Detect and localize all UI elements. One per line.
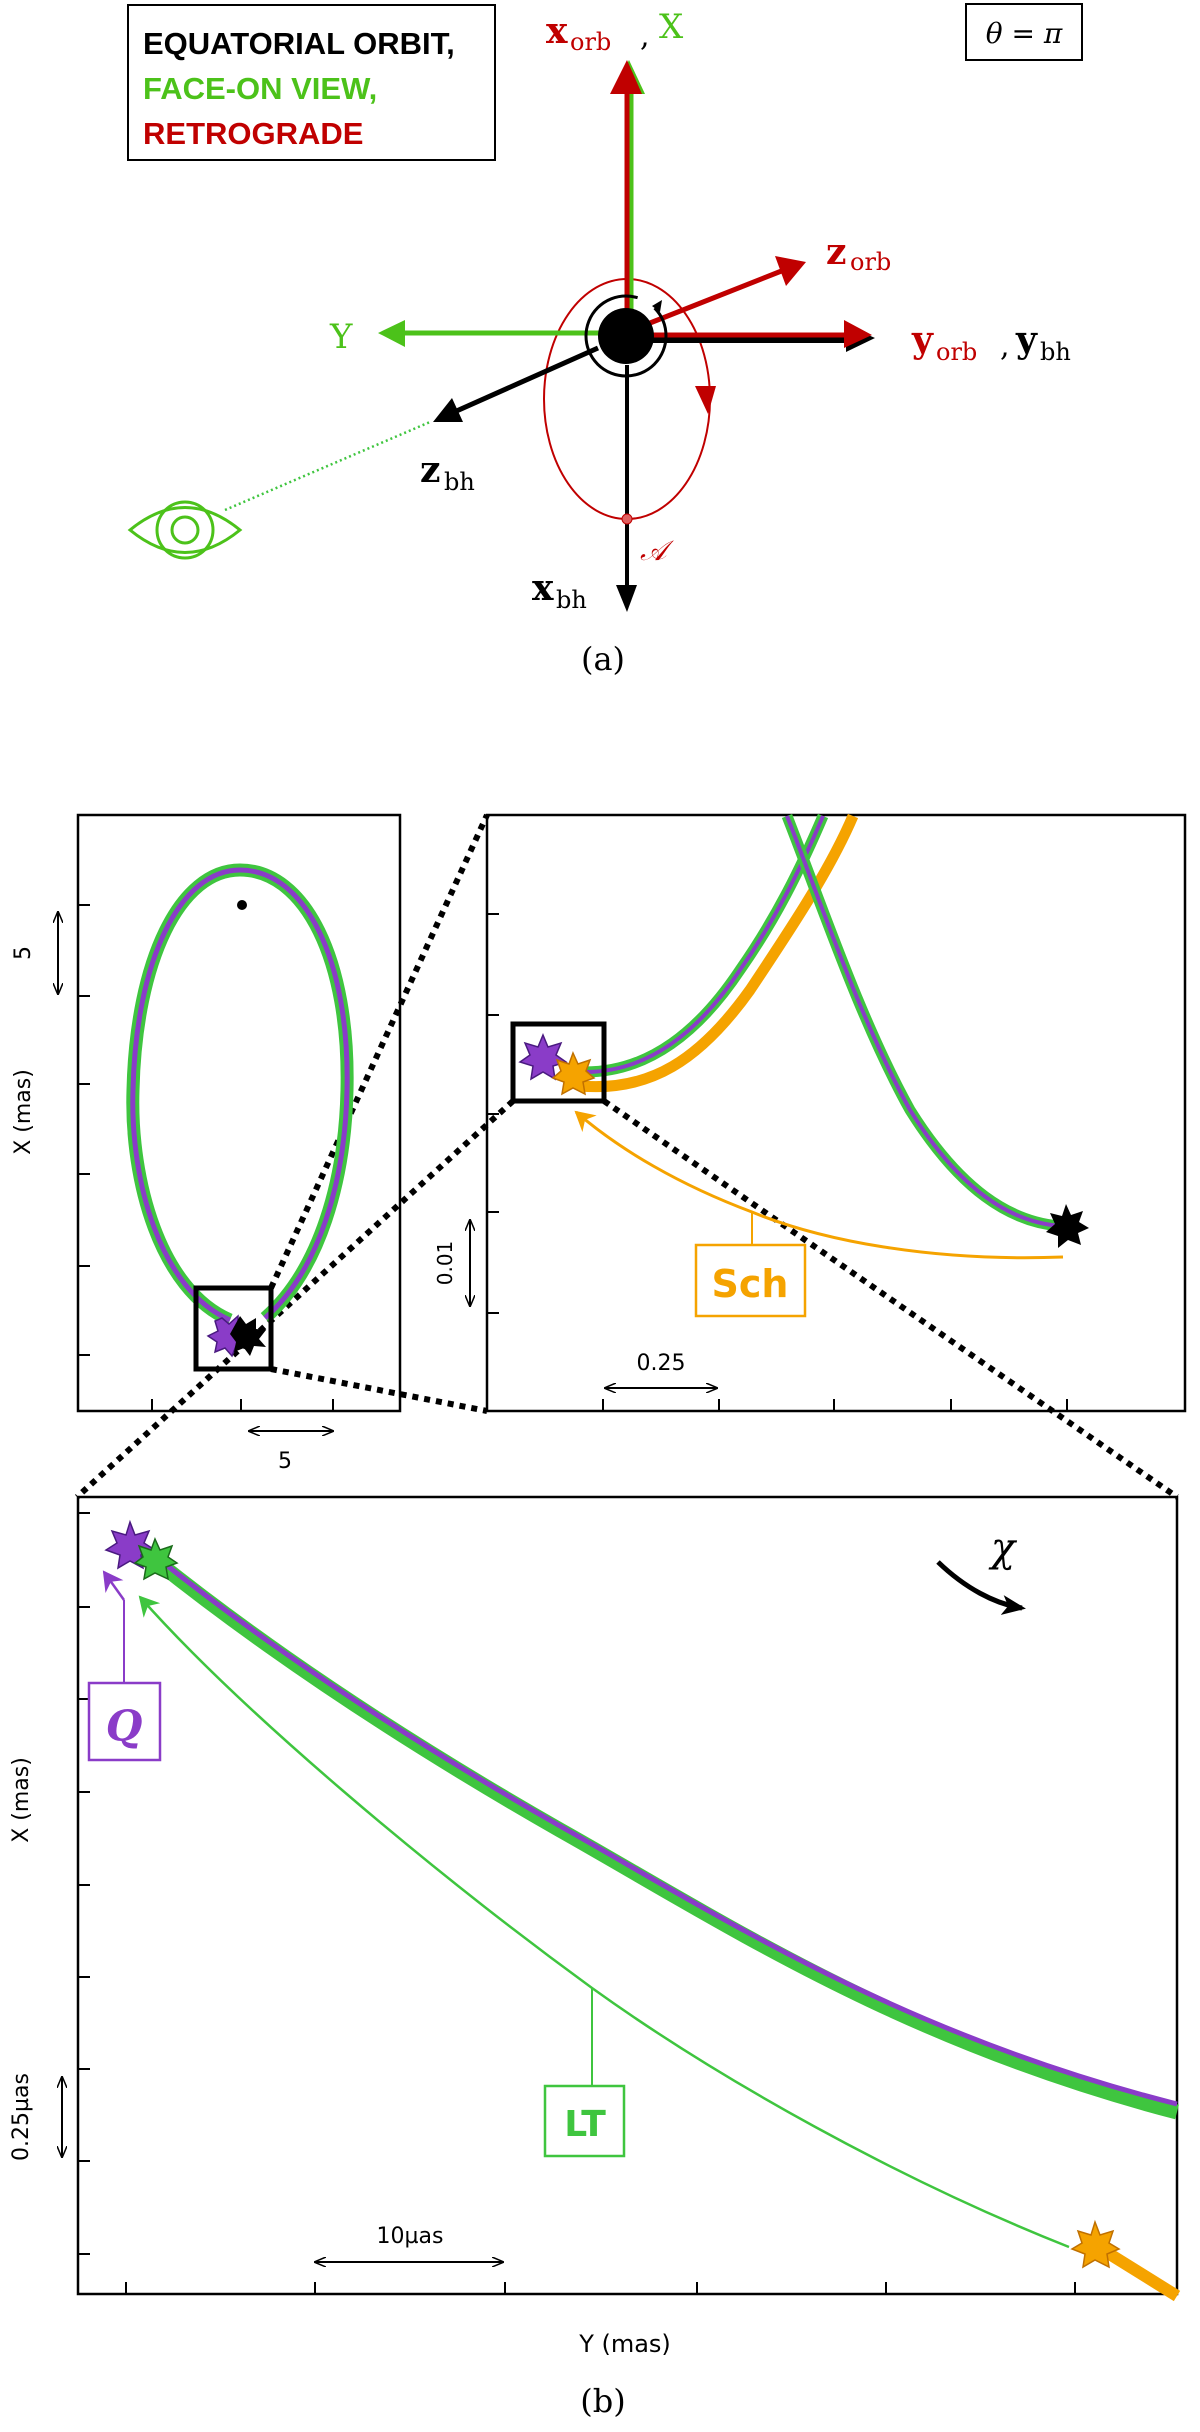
lt-label-box [543,2084,626,2158]
z-bh-main: z [420,449,440,491]
apoapsis-dot [621,513,633,525]
purple-star-icon [104,1519,157,1570]
spin-ring [584,294,668,378]
sch-label: Sch [712,1262,789,1306]
plot-full-orbit: 5 X (mas) 5 [11,813,402,1474]
x-ticks [151,1399,334,1411]
caption-b: (b) [580,2382,625,2420]
x-bh-main: x [532,567,554,609]
line-of-sight [224,420,431,512]
orbit-track-q [130,867,350,1323]
x-orb-X-label: x orb , X [546,7,684,56]
green-star-icon [133,1537,179,1581]
caption-a: (a) [581,640,625,678]
title-box [127,4,496,161]
chi-label: χ [988,1525,1018,1571]
y-orb-y-bh-label: y orb , y bh [911,319,1071,366]
y-bh-sub: bh [1040,338,1071,366]
theta-box [965,3,1083,61]
q-label: Q [106,1701,143,1750]
purple-star-icon [518,1033,568,1081]
y-scale-label: 0.01 [433,1241,457,1286]
x-orb-comma: , [640,19,650,54]
z-bh-axis-line [450,345,600,416]
plot-frame [76,813,402,1413]
zoom-box [193,1285,274,1372]
z-orb-arrowhead-icon [775,256,806,286]
x-orb-sub: orb [570,28,611,56]
plot-zoom-2: Q LT χ 0.25µas X (mas) 10µas Y (mas) [9,1495,1181,2358]
z-bh-label: z bh [420,449,475,496]
zoom-box [510,1021,607,1104]
x-orb-main: x [546,10,568,52]
theta-label: θ = π [986,17,1063,50]
x-bh-arrowhead-icon [616,585,637,612]
Y-axis-arrowhead-icon [378,320,405,347]
x-bh-sub: bh [556,586,587,614]
x-scale-label: 10µas [377,2224,444,2249]
q-arrow [102,1570,126,1601]
y-ticks [487,913,499,1314]
orbit-direction-arrow-icon [695,386,716,414]
Y-label: Y [329,317,353,357]
track-lt-branch-1 [584,813,829,1078]
title-line-1: EQUATORIAL ORBIT, [143,26,455,61]
z-bh-arrowhead-icon [433,398,463,422]
spin-arrow-icon [652,300,662,312]
x-ticks [125,2282,1076,2294]
chi-rotation-arrow-icon [936,1560,1026,1615]
track-lt [150,1554,1179,2120]
track-q-branch-1 [584,815,825,1074]
track-q-branch-2 [785,815,1061,1228]
x-ticks [602,1399,1068,1411]
panel-b: 5 X (mas) 5 [9,813,1187,2420]
lt-arrow [138,1595,1070,2249]
x-bh-label: x bh [532,567,587,614]
z-orb-axis-line [649,267,785,326]
black-star-icon [1046,1204,1089,1248]
title-line-2: FACE-ON VIEW, [143,71,377,106]
X-label: X [659,7,684,47]
plot-zoom-1: Sch 0.01 0.25 [433,813,1187,1413]
z-orb-main: z [826,231,846,273]
title-line-3: RETROGRADE [143,116,363,151]
x-orb-arrowhead-icon [610,60,642,94]
y-scale-label: 0.25µas [9,2073,34,2161]
z-bh-sub: bh [444,468,475,496]
x-scale-label: 0.25 [637,1351,686,1376]
y-orb-sub: orb [936,338,977,366]
y-comma: , [1000,329,1010,364]
q-label-box [87,1681,162,1762]
zoom-connector-lines [74,813,1179,1500]
lt-label: LT [564,2104,606,2145]
plot-frame [485,813,1187,1413]
y-orb-arrowhead-icon [844,320,872,348]
panel-a: EQUATORIAL ORBIT, FACE-ON VIEW, RETROGRA… [127,3,1083,678]
x-scale-label: 5 [278,1449,292,1474]
black-hole-dot [237,900,247,910]
x-axis-label: Y (mas) [578,2330,671,2358]
z-orb-sub: orb [850,248,891,276]
sch-arrow [574,1110,1064,1260]
orange-star-icon [551,1051,596,1096]
y-ticks [78,1512,90,2255]
black-hole [598,308,654,364]
black-star-icon [230,1316,266,1356]
y-ticks [78,904,90,1356]
y-orb-main: y [911,319,934,361]
y-scale-label: 5 [11,946,36,960]
y-axis-label: X (mas) [11,1069,36,1155]
plot-frame [76,1495,1179,2296]
y-axis-label: X (mas) [9,1757,34,1843]
orange-star-icon [1070,2219,1121,2269]
apoapsis-label: 𝒜 [640,534,674,567]
track-q [153,1554,1178,2107]
y-bh-main: y [1015,319,1038,361]
track-sch [579,813,859,1093]
z-orb-label: z orb [826,231,891,276]
observer-eye-icon [127,500,243,560]
sch-label-box [694,1243,807,1318]
